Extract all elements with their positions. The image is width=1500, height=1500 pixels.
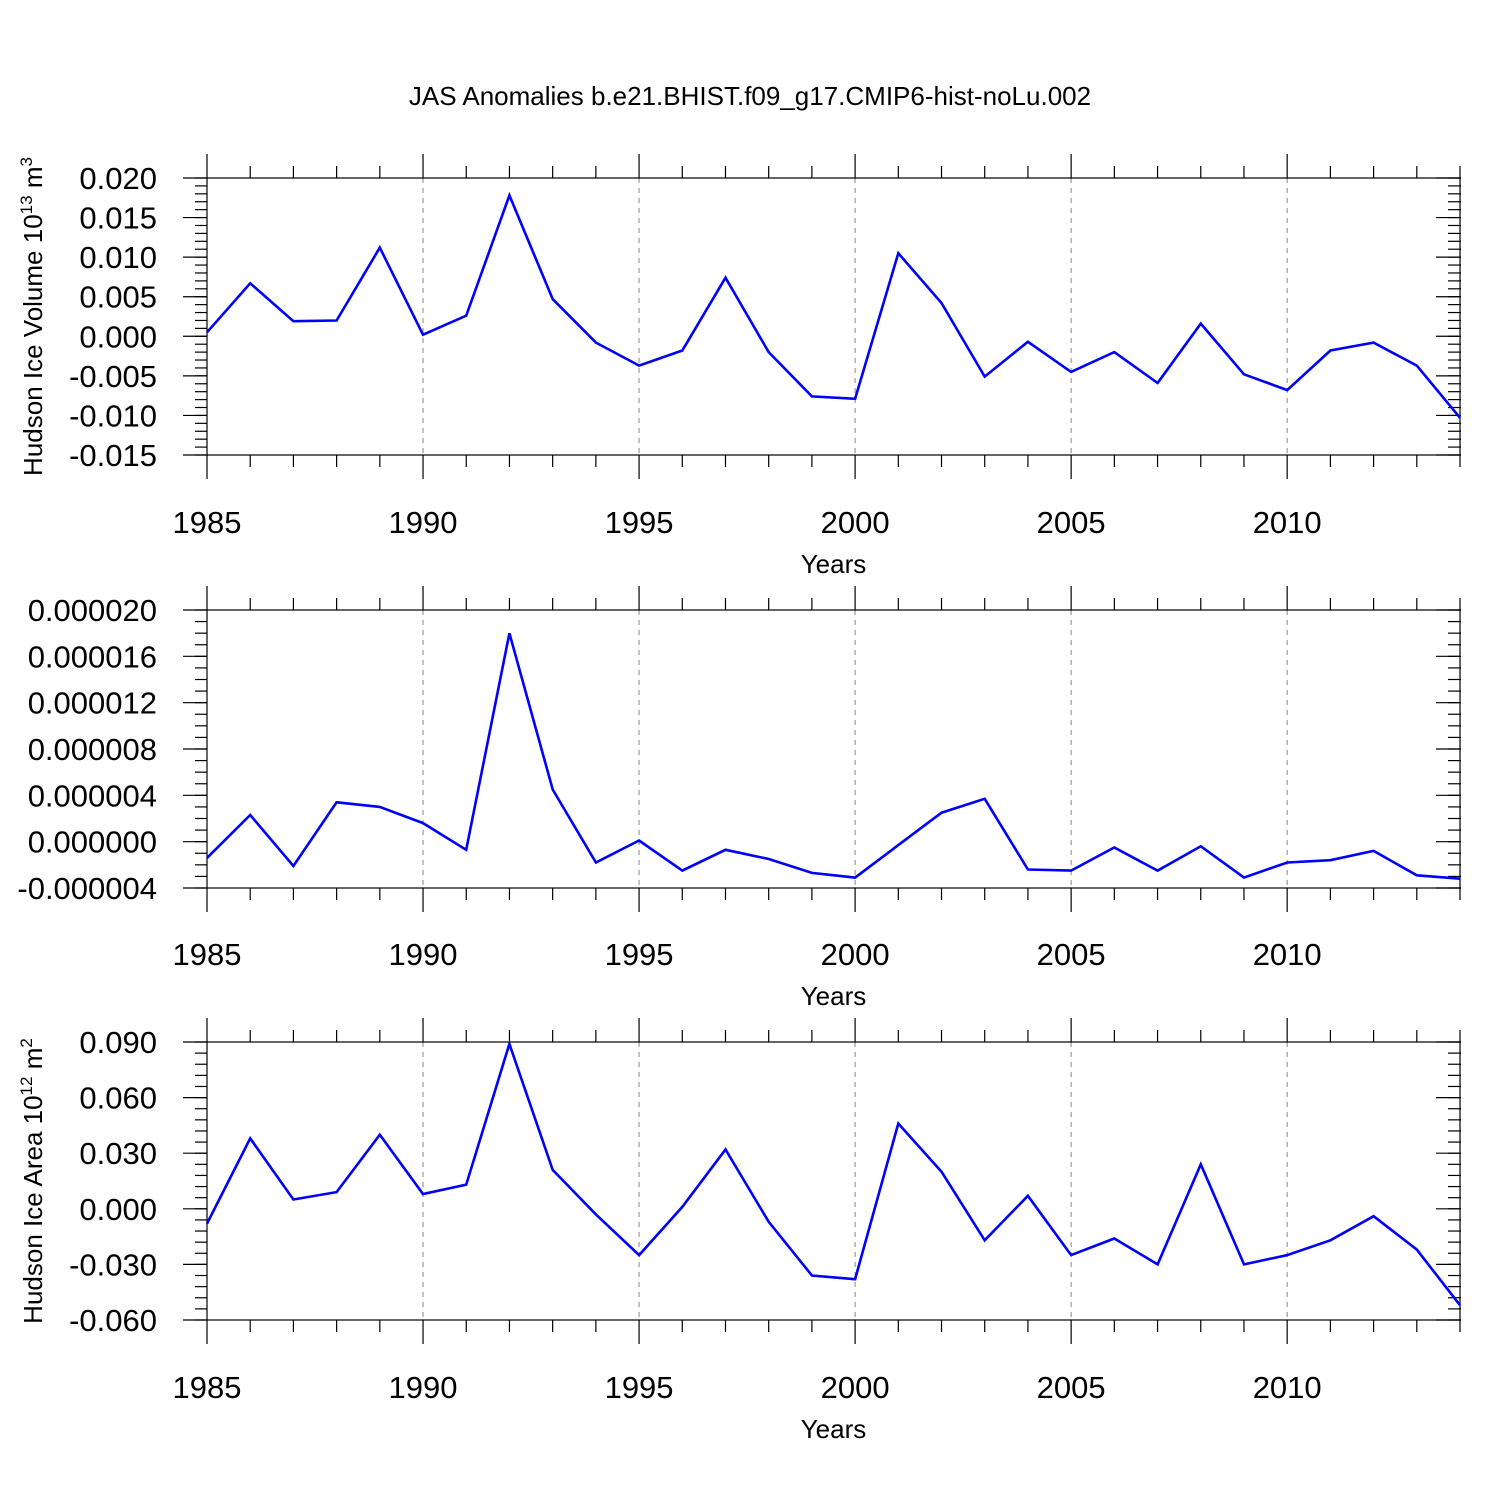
y-axis-label: Hudson Ice Volume 1013 m3 xyxy=(17,157,48,476)
x-axis-label: Years xyxy=(801,1414,867,1444)
y-tick-label: -0.030 xyxy=(69,1247,157,1282)
y-tick-label: 0.030 xyxy=(79,1136,157,1171)
y-tick-label: 0.000016 xyxy=(28,639,157,674)
y-tick-label: 0.090 xyxy=(79,1025,157,1060)
x-tick-label: 2000 xyxy=(821,505,890,540)
x-tick-label: 2005 xyxy=(1037,937,1106,972)
y-tick-label: 0.000 xyxy=(79,319,157,354)
y-tick-label: -0.015 xyxy=(69,438,157,473)
y-tick-label: 0.005 xyxy=(79,280,157,315)
y-tick-label: 0.060 xyxy=(79,1081,157,1116)
panel-area: 0.090 0.060 0.030 0.000 -0.030 -0.060 1985 1990… xyxy=(17,1018,1462,1444)
plot-frame xyxy=(206,609,1461,889)
x-axis-label: Years xyxy=(801,549,867,579)
y-tick-label: 0.020 xyxy=(79,161,157,196)
x-tick-label: 1995 xyxy=(605,937,674,972)
x-tick-label: 2005 xyxy=(1037,505,1106,540)
y-tick-label: -0.005 xyxy=(69,359,157,394)
x-tick-label: 2000 xyxy=(821,1370,890,1405)
panel-middle: 0.000020 0.000016 0.000012 0.000008 0.000004… xyxy=(17,586,1461,1011)
x-tick-label: 2000 xyxy=(821,937,890,972)
series-line-middle xyxy=(206,632,1461,880)
y-tick-label: 0.000020 xyxy=(28,593,157,628)
series-line-volume xyxy=(206,191,1462,419)
y-tick-label: 0.000012 xyxy=(28,686,157,721)
chart-title: JAS Anomalies b.e21.BHIST.f09_g17.CMIP6-… xyxy=(409,81,1091,111)
x-tick-label: 2010 xyxy=(1253,1370,1322,1405)
plot-frame xyxy=(206,1041,1461,1321)
x-axis-label: Years xyxy=(801,981,867,1011)
y-tick-label: 0.000008 xyxy=(28,732,157,767)
y-tick-label: -0.010 xyxy=(69,398,157,433)
x-tick-label: 2005 xyxy=(1037,1370,1106,1405)
x-tick-label: 1995 xyxy=(605,1370,674,1405)
y-tick-label: -0.060 xyxy=(69,1303,157,1338)
x-tick-label: 1990 xyxy=(389,505,458,540)
y-tick-label: 0.000000 xyxy=(28,825,157,860)
x-tick-label: 2010 xyxy=(1253,505,1322,540)
x-tick-label: 2010 xyxy=(1253,937,1322,972)
y-tick-label: 0.010 xyxy=(79,240,157,275)
y-tick-label: -0.000004 xyxy=(17,871,157,906)
x-tick-label: 1990 xyxy=(389,1370,458,1405)
series-line-area xyxy=(205,1039,1462,1306)
x-tick-label: 1985 xyxy=(173,505,242,540)
x-tick-label: 1990 xyxy=(389,937,458,972)
x-tick-label: 1985 xyxy=(173,1370,242,1405)
y-axis-label: Hudson Ice Area 1012 m2 xyxy=(17,1038,48,1324)
y-tick-label: 0.015 xyxy=(79,201,157,236)
panel-volume: 0.020 0.015 0.010 0.005 0.000 -0.005 -0.010 -0.… xyxy=(17,154,1462,579)
y-tick-label: 0.000004 xyxy=(28,778,157,813)
plot-frame xyxy=(206,177,1461,456)
x-tick-label: 1995 xyxy=(605,505,674,540)
x-tick-label: 1985 xyxy=(173,937,242,972)
y-tick-label: 0.000 xyxy=(79,1192,157,1227)
